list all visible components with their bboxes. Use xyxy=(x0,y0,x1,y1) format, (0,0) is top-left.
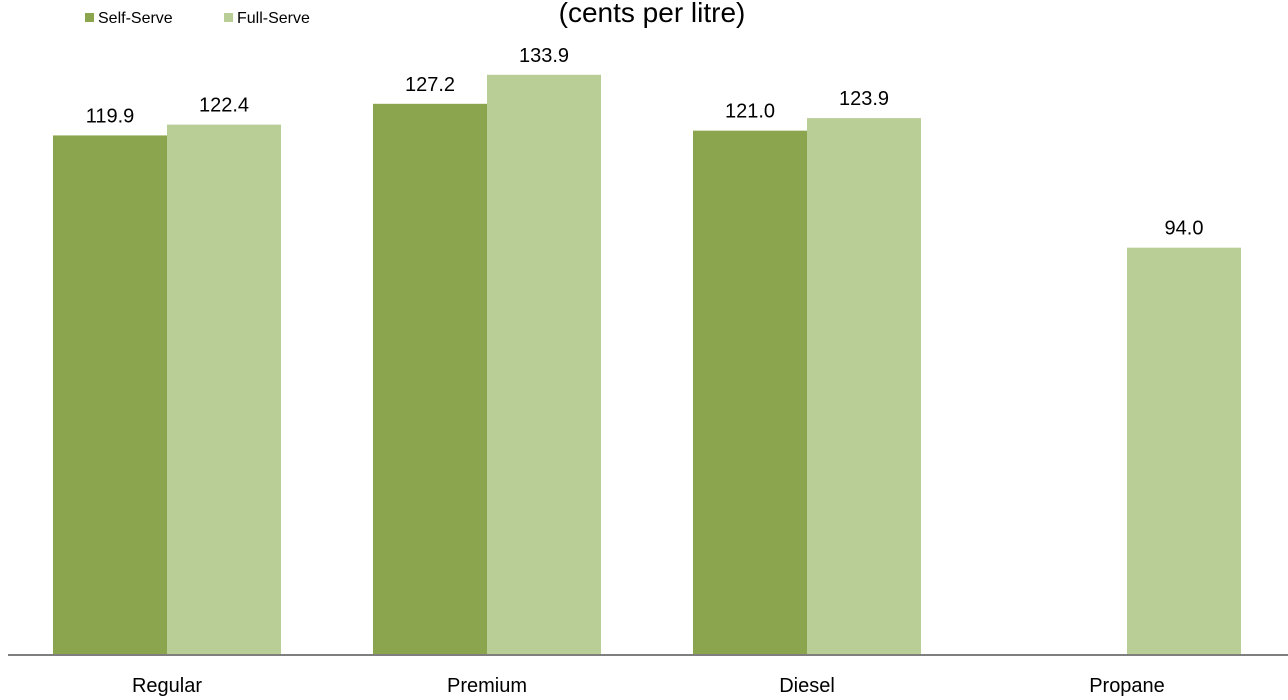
bar-diesel-self-serve xyxy=(693,130,807,655)
bar-propane-full-serve xyxy=(1127,247,1241,655)
legend-label-full-serve: Full-Serve xyxy=(237,10,310,27)
bar-regular-full-serve xyxy=(167,124,281,656)
x-axis-tick-labels: Regular Premium Diesel Propane xyxy=(132,675,1165,697)
x-tick-label-regular: Regular xyxy=(132,675,202,697)
bars xyxy=(53,74,1241,656)
legend-swatch-full-serve xyxy=(224,13,233,22)
data-label-regular-self-serve: 119.9 xyxy=(86,105,135,127)
bar-diesel-full-serve xyxy=(807,118,921,656)
bar-premium-full-serve xyxy=(487,74,601,656)
x-tick-label-diesel: Diesel xyxy=(779,675,835,697)
data-label-diesel-self-serve: 121.0 xyxy=(725,101,775,123)
legend: Self-Serve Full-Serve xyxy=(85,10,310,27)
x-tick-label-propane: Propane xyxy=(1089,675,1165,697)
data-label-propane-full-serve: 94.0 xyxy=(1165,218,1204,240)
data-label-premium-self-serve: 127.2 xyxy=(405,74,455,96)
chart-subtitle: (cents per litre) xyxy=(559,0,746,28)
data-label-premium-full-serve: 133.9 xyxy=(519,45,569,67)
bar-regular-self-serve xyxy=(53,135,167,655)
legend-swatch-self-serve xyxy=(85,13,94,22)
data-label-diesel-full-serve: 123.9 xyxy=(839,88,889,110)
legend-label-self-serve: Self-Serve xyxy=(98,10,173,27)
data-labels: 119.9 122.4 127.2 133.9 121.0 123.9 94.0 xyxy=(86,45,1204,240)
data-label-regular-full-serve: 122.4 xyxy=(199,95,249,117)
x-tick-label-premium: Premium xyxy=(447,675,527,697)
bar-premium-self-serve xyxy=(373,103,487,656)
